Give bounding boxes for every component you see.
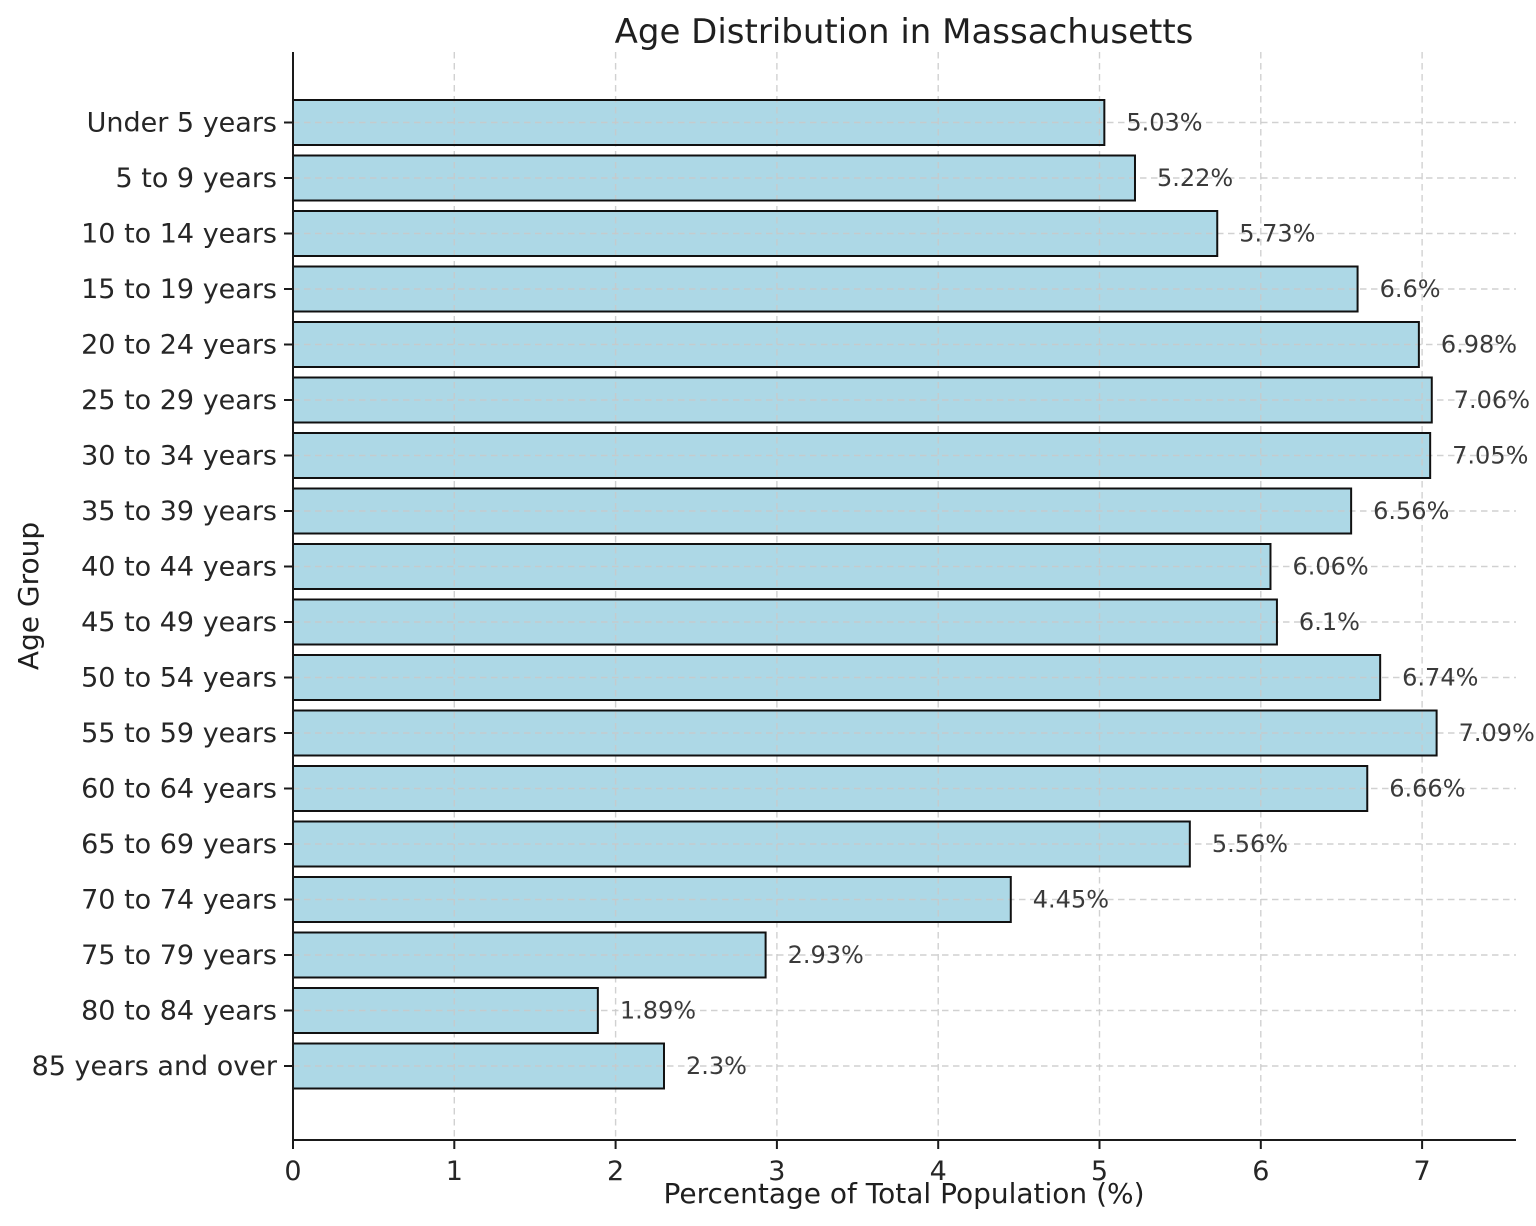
- y-tick-label: 5 to 9 years: [115, 163, 277, 194]
- bar-value-label: 6.06%: [1292, 553, 1368, 581]
- bar-value-label: 6.98%: [1441, 331, 1517, 359]
- bar-value-label: 5.22%: [1157, 164, 1233, 192]
- x-tick-label: 1: [446, 1156, 463, 1187]
- y-tick-label: 50 to 54 years: [81, 663, 277, 694]
- y-tick-label: Under 5 years: [87, 108, 277, 139]
- y-axis-label: Age Group: [12, 522, 45, 670]
- x-tick-label: 5: [1091, 1156, 1108, 1187]
- y-tick-label: 70 to 74 years: [81, 885, 277, 916]
- y-tick-label: 30 to 34 years: [81, 441, 277, 472]
- bar-value-label: 6.6%: [1380, 275, 1441, 303]
- bar-value-label: 2.3%: [686, 1052, 747, 1080]
- y-tick-label: 25 to 29 years: [81, 385, 277, 416]
- bar-value-label: 6.66%: [1389, 775, 1465, 803]
- bar-value-label: 7.09%: [1459, 719, 1535, 747]
- bar-value-label: 6.1%: [1299, 608, 1360, 636]
- y-tick-label: 35 to 39 years: [81, 496, 277, 527]
- bar-value-label: 7.06%: [1454, 386, 1530, 414]
- y-tick-label: 55 to 59 years: [81, 718, 277, 749]
- bar-value-label: 5.03%: [1126, 109, 1202, 137]
- bar-value-label: 6.56%: [1373, 497, 1449, 525]
- bar-value-label: 5.73%: [1239, 220, 1315, 248]
- chart-title: Age Distribution in Massachusetts: [615, 12, 1194, 52]
- bar-value-label: 2.93%: [788, 941, 864, 969]
- bar-value-label: 5.56%: [1212, 830, 1288, 858]
- x-tick-label: 4: [930, 1156, 947, 1187]
- x-tick-label: 2: [607, 1156, 624, 1187]
- bar-value-label: 6.74%: [1402, 664, 1478, 692]
- x-tick-label: 7: [1414, 1156, 1431, 1187]
- bar-value-label: 7.05%: [1452, 442, 1528, 470]
- x-tick-label: 6: [1252, 1156, 1269, 1187]
- bar-value-label: 4.45%: [1033, 886, 1109, 914]
- y-tick-label: 10 to 14 years: [81, 219, 277, 250]
- y-tick-label: 15 to 19 years: [81, 274, 277, 305]
- bar-value-label: 1.89%: [620, 997, 696, 1025]
- y-tick-label: 75 to 79 years: [81, 940, 277, 971]
- plot-area: 0 1 2 3 4 5 6 7 Under 5 years 5 to 9 years 10 to 1…: [32, 52, 1535, 1187]
- x-axis-label: Percentage of Total Population (%): [663, 1177, 1144, 1210]
- x-tick-label: 0: [284, 1156, 301, 1187]
- y-tick-label: 60 to 64 years: [81, 774, 277, 805]
- y-tick-label: 80 to 84 years: [81, 996, 277, 1027]
- x-tick-label: 3: [768, 1156, 785, 1187]
- y-tick-label: 20 to 24 years: [81, 330, 277, 361]
- y-tick-label: 65 to 69 years: [81, 829, 277, 860]
- y-tick-label: 40 to 44 years: [81, 552, 277, 583]
- y-tick-label: 85 years and over: [32, 1051, 278, 1082]
- y-tick-label: 45 to 49 years: [81, 607, 277, 638]
